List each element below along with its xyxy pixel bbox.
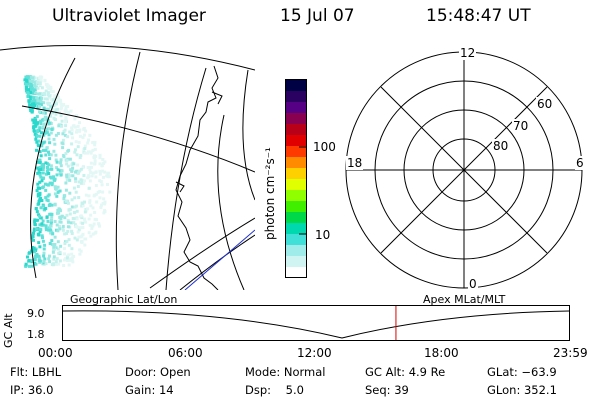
time-tick-1800: 18:00 (424, 346, 459, 360)
info-glat: GLat: −63.9 (487, 365, 557, 379)
colorbar-tick-10: 10 (315, 228, 331, 242)
colorbar-segment (286, 91, 306, 103)
colorbar-segment (286, 245, 306, 257)
colorbar-segment (286, 234, 306, 246)
info-door: Door: Open (125, 365, 191, 379)
colorbar-segment (286, 267, 306, 279)
info-mode: Mode: Normal (245, 365, 326, 379)
colorbar-segment (286, 146, 306, 158)
mlt-label-6: 6 (575, 156, 585, 170)
info-seq: Seq: 39 (365, 383, 409, 397)
mlat-label-70: 70 (512, 119, 530, 133)
info-gain: Gain: 14 (125, 383, 174, 397)
altitude-curve (62, 310, 570, 339)
apex-caption: Apex MLat/MLT (423, 293, 506, 306)
colorbar-segment (286, 179, 306, 191)
mlt-label-0: 0 (468, 277, 478, 291)
info-dsp: Dsp: 5.0 (245, 383, 304, 397)
colorbar-segment (286, 212, 306, 224)
colorbar-segment (286, 190, 306, 202)
orbit-track (184, 229, 255, 290)
mlt-label-18: 18 (346, 156, 364, 170)
colorbar-segment (286, 80, 306, 92)
time-tick-2359: 23:59 (553, 346, 588, 360)
time-tick-0000: 00:00 (38, 346, 73, 360)
colorbar-segment (286, 201, 306, 213)
timeline-ymax: 9.0 (27, 307, 45, 320)
time-label: 15:48:47 UT (426, 6, 531, 26)
colorbar-unit-label: photon cm⁻²s⁻¹ (263, 147, 277, 240)
geographic-caption: Geographic Lat/Lon (70, 293, 178, 306)
geographic-map (0, 45, 255, 290)
mlat-label-60: 60 (536, 97, 554, 111)
info-glon: GLon: 352.1 (487, 383, 557, 397)
colorbar-segment (286, 135, 306, 147)
info-ip: IP: 36.0 (10, 383, 54, 397)
timeline-ymin: 1.8 (27, 328, 45, 341)
info-gc-alt: GC Alt: 4.9 Re (365, 365, 446, 379)
time-tick-0600: 06:00 (168, 346, 203, 360)
colorbar-tick-100: 100 (313, 140, 336, 154)
altitude-timeline (62, 305, 570, 341)
mlat-label-80: 80 (492, 139, 510, 153)
mlt-label-12: 12 (459, 46, 477, 60)
colorbar-segment (286, 113, 306, 125)
polar-mlat-mlt-plot (345, 51, 583, 289)
colorbar-segment (286, 157, 306, 169)
colorbar-segment (286, 256, 306, 268)
timeline-axis-title: GC Alt (2, 313, 15, 348)
aurora-emission (23, 75, 112, 268)
color-scale-bar (285, 79, 307, 279)
colorbar-segment (286, 124, 306, 136)
time-tick-1200: 12:00 (297, 346, 332, 360)
date-label: 15 Jul 07 (280, 6, 355, 26)
colorbar-segment (286, 102, 306, 114)
colorbar-segment (286, 223, 306, 235)
instrument-title: Ultraviolet Imager (52, 6, 206, 26)
colorbar-segment (286, 168, 306, 180)
info-flt: Flt: LBHL (10, 365, 62, 379)
